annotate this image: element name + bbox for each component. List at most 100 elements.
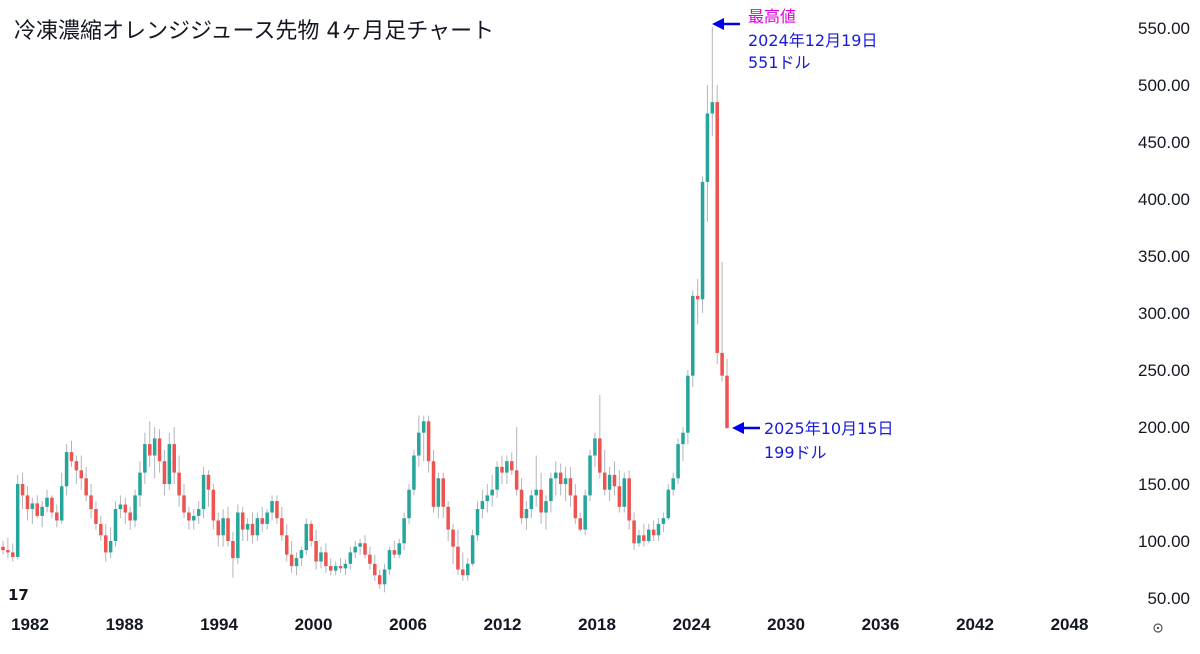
candle-body <box>637 535 641 544</box>
candle-body <box>11 552 15 557</box>
candle <box>480 489 485 519</box>
candle-body <box>299 550 304 559</box>
candle-body <box>588 455 592 496</box>
candle <box>554 461 558 496</box>
candle <box>402 512 406 551</box>
candle-body <box>373 563 377 576</box>
candle-body <box>583 495 587 530</box>
candle-body <box>221 518 225 536</box>
candle <box>397 538 402 559</box>
candle-body <box>79 470 84 479</box>
candle-body <box>412 455 416 490</box>
candle <box>690 290 695 388</box>
candle <box>500 455 504 484</box>
settings-icon-dot <box>1156 626 1160 630</box>
candle-body <box>353 546 357 553</box>
candle <box>216 512 221 547</box>
candle <box>79 455 84 490</box>
settings-icon[interactable] <box>1153 623 1163 633</box>
candle-body <box>94 509 98 524</box>
candle-body <box>666 489 671 519</box>
candle-body <box>519 489 524 519</box>
candle-body <box>715 102 719 353</box>
candle-body <box>578 518 583 530</box>
candle-body <box>157 438 162 462</box>
candle-body <box>314 541 318 562</box>
candle <box>720 261 724 382</box>
candle <box>549 472 553 513</box>
peak-arrow-head <box>712 18 724 30</box>
candle <box>152 427 157 479</box>
candle-body <box>231 541 235 559</box>
candle-body <box>524 509 529 519</box>
y-tick-label: 100.00 <box>1138 532 1190 551</box>
candle <box>103 523 108 562</box>
candle <box>25 486 30 521</box>
candle-body <box>421 421 426 433</box>
candle <box>84 466 88 502</box>
candle-body <box>681 432 685 445</box>
candle <box>568 466 573 507</box>
candle <box>45 489 49 513</box>
candle-body <box>456 546 460 570</box>
candle-body <box>226 518 230 541</box>
candle <box>358 538 362 555</box>
candle-body <box>368 554 372 564</box>
candle <box>456 529 460 576</box>
candle-body <box>348 552 353 564</box>
candle <box>539 472 543 524</box>
candle-body <box>182 495 186 513</box>
candle <box>426 415 431 473</box>
candle-body <box>123 504 128 513</box>
candle <box>167 432 172 490</box>
candle <box>377 569 382 589</box>
candle-body <box>690 295 695 376</box>
y-tick-label: 450.00 <box>1138 133 1190 152</box>
candle <box>138 461 142 507</box>
latest-date: 2025年10月15日 <box>764 419 893 438</box>
candle <box>143 432 147 484</box>
candle-body <box>289 554 294 567</box>
candle-body <box>59 486 64 521</box>
candle <box>363 535 367 559</box>
candle-body <box>304 523 309 551</box>
candle-body <box>324 552 328 567</box>
candle <box>695 278 700 325</box>
candle <box>421 415 426 462</box>
candle-body <box>602 472 607 490</box>
candle <box>514 427 519 496</box>
candle <box>74 455 79 484</box>
candle-body <box>147 444 152 456</box>
candle <box>387 546 392 576</box>
candle <box>686 370 690 445</box>
candle <box>666 484 671 521</box>
x-tick-label: 2030 <box>767 615 805 634</box>
candle <box>304 518 309 555</box>
candle <box>417 415 421 467</box>
candle-body <box>284 535 289 555</box>
candle <box>529 489 534 519</box>
candle-body <box>475 509 480 536</box>
candle-body <box>167 444 172 484</box>
candle <box>436 472 441 519</box>
candle-body <box>705 113 710 182</box>
x-tick-label: 2048 <box>1051 615 1089 634</box>
candle <box>578 512 583 532</box>
candle-body <box>50 497 54 513</box>
candle-body <box>539 489 543 513</box>
candle <box>59 472 64 524</box>
candle-body <box>216 520 221 536</box>
candle <box>211 484 216 530</box>
candle <box>30 497 35 524</box>
y-tick-label: 250.00 <box>1138 361 1190 380</box>
y-tick-label: 350.00 <box>1138 247 1190 266</box>
candle <box>6 537 10 559</box>
candle <box>461 552 465 581</box>
candle <box>89 484 93 519</box>
candle-body <box>598 438 602 473</box>
candle <box>69 440 74 467</box>
y-tick-label: 50.00 <box>1147 589 1190 608</box>
candle <box>632 512 636 551</box>
candle-body <box>240 512 245 530</box>
